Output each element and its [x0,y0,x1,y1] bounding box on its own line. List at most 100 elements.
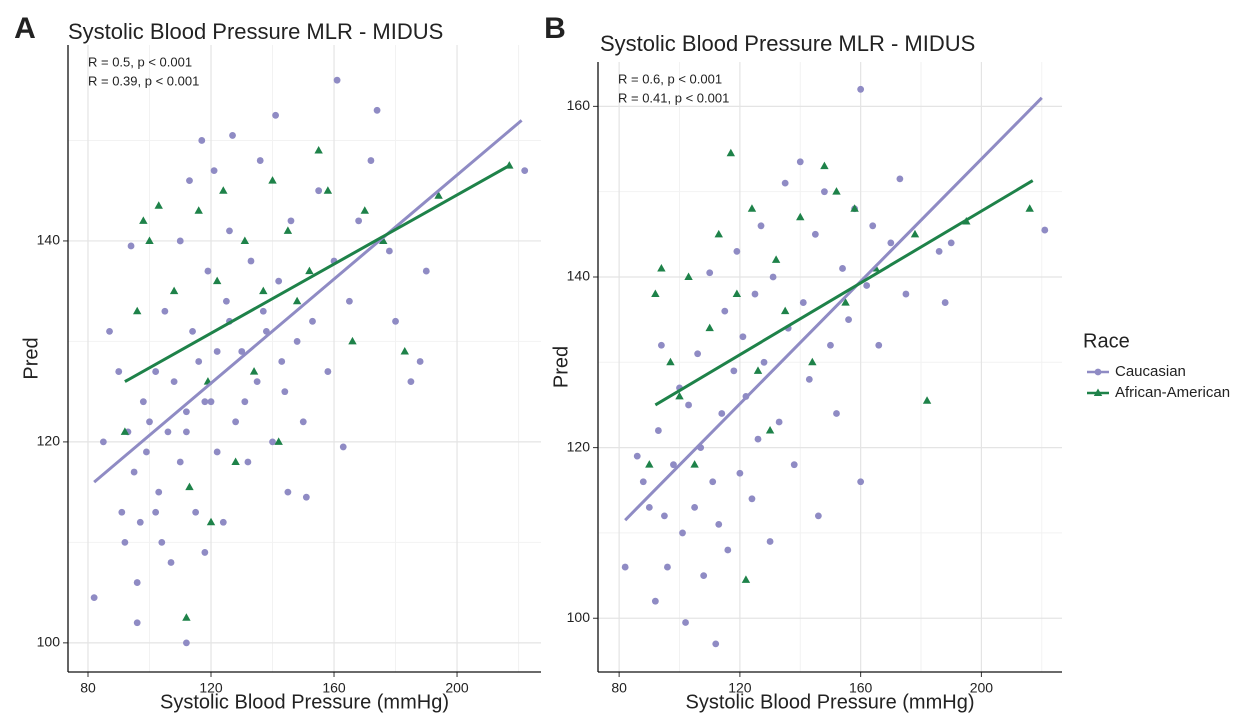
point [521,167,529,175]
point [721,307,729,315]
point [839,265,846,272]
point [790,461,798,469]
point [324,368,332,375]
chart-title: Systolic Blood Pressure MLR - MIDUS [68,19,443,44]
point [339,443,347,451]
point [241,398,249,406]
point [158,538,166,546]
point [232,418,240,426]
point [240,236,250,244]
point [355,217,363,225]
point [132,306,142,315]
point [348,336,357,345]
point [278,358,286,365]
point [796,212,805,221]
annotation: R = 0.41, p < 0.001 [618,90,729,105]
point [820,161,829,170]
point [115,368,123,375]
point [416,358,424,365]
x-tick-label: 80 [80,680,96,696]
point [155,488,163,496]
point [164,428,172,436]
fit-line [654,179,1034,407]
point [152,508,160,516]
point [139,398,147,406]
point [400,346,409,355]
point [718,410,726,417]
point [748,495,756,503]
point [120,427,130,435]
point [219,518,227,526]
point [771,255,781,263]
point [226,227,233,235]
point [256,157,264,164]
point [182,613,191,621]
point [274,437,283,445]
point [714,229,723,238]
point [315,187,323,195]
point [724,546,732,554]
point [811,230,819,238]
point [90,594,98,602]
point [201,549,209,556]
point [690,460,699,468]
point [706,269,714,277]
point [229,132,236,139]
x-tick-label: 160 [322,680,346,696]
point [139,216,148,224]
point [287,217,295,225]
point [379,236,388,244]
point [323,186,333,194]
x-axis-label: Systolic Blood Pressure (mmHg) [686,691,975,713]
point [244,458,252,466]
point [253,378,261,386]
point [154,201,163,209]
x-axis-label: Systolic Blood Pressure (mmHg) [160,691,449,713]
point [183,408,190,416]
x-tick-label: 120 [199,680,223,696]
point [189,327,196,335]
point [309,317,316,325]
point [705,323,714,332]
y-tick-label: 140 [37,232,61,248]
point [902,290,910,298]
point [910,229,920,238]
point [219,186,228,194]
point [407,378,415,386]
point [730,367,738,375]
point [661,512,668,520]
point [299,418,307,426]
point [633,452,641,460]
y-axis-label: Pred [20,337,42,379]
point [130,468,138,476]
fit-line [624,96,1043,522]
point [760,358,768,366]
point [231,457,240,465]
point [732,289,742,298]
point [780,306,790,315]
annotation: R = 0.5, p < 0.001 [88,54,192,69]
point [133,579,141,586]
point [392,317,399,325]
point [857,85,865,93]
point [753,366,763,374]
point [808,357,817,366]
point [305,266,314,275]
point [845,316,852,324]
point [284,488,292,496]
x-tick-label: 200 [445,680,469,696]
point [183,639,190,647]
point [106,327,113,335]
point [133,619,141,627]
chart-title: Systolic Blood Pressure MLR - MIDUS [600,31,975,56]
point [206,517,216,526]
point [736,469,744,477]
point [201,398,209,406]
point [733,247,741,255]
legend-marker [1094,368,1102,376]
point [204,267,212,275]
point [99,438,107,446]
annotation: R = 0.6, p < 0.001 [618,71,722,86]
point [765,426,775,434]
